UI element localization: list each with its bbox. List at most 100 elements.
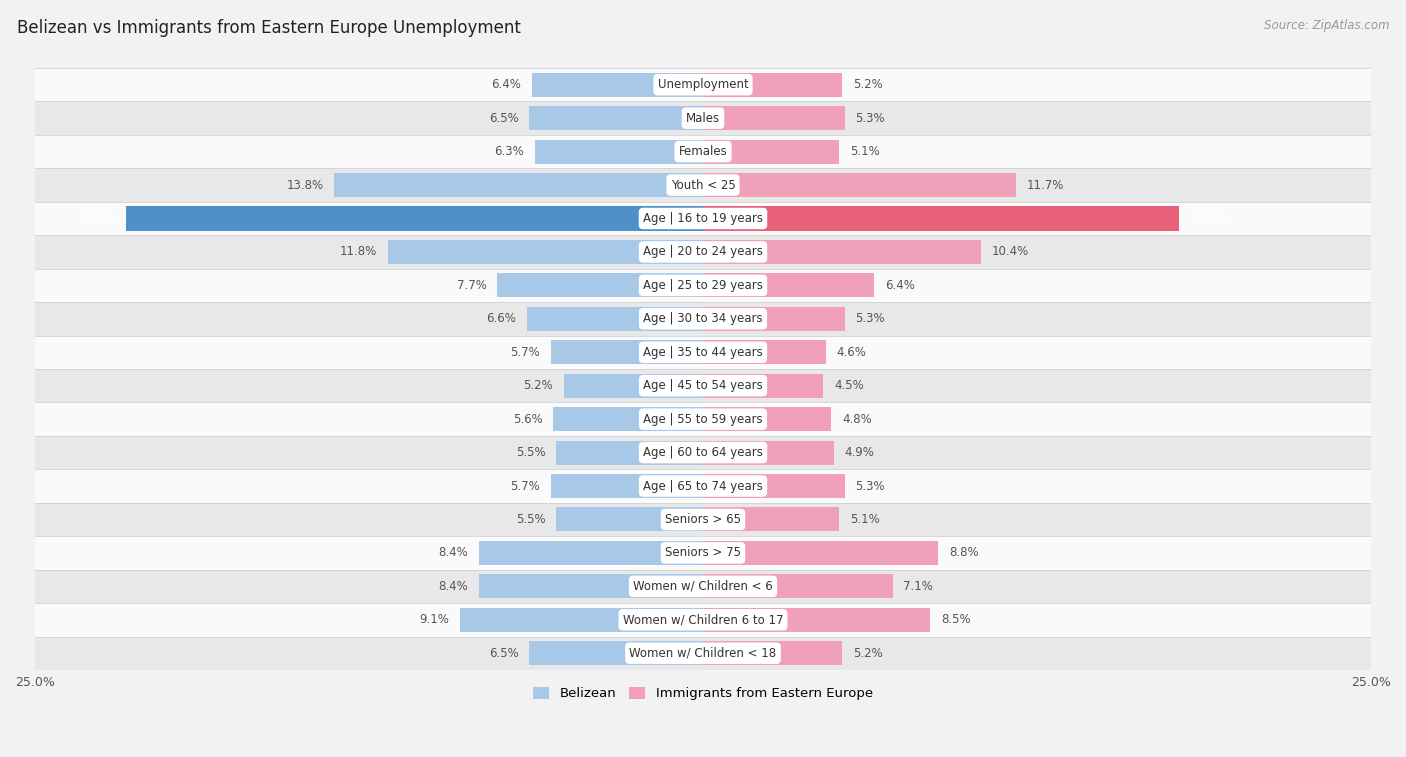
Text: 21.6%: 21.6% — [77, 212, 115, 225]
Bar — [703, 441, 834, 465]
Bar — [35, 436, 1371, 469]
Text: 5.5%: 5.5% — [516, 446, 546, 459]
Text: 11.7%: 11.7% — [1026, 179, 1064, 192]
Bar — [529, 106, 703, 130]
Text: 8.4%: 8.4% — [439, 580, 468, 593]
Text: 5.6%: 5.6% — [513, 413, 543, 425]
Bar — [703, 374, 824, 397]
Text: Males: Males — [686, 111, 720, 125]
Text: 6.4%: 6.4% — [884, 279, 914, 292]
Text: 6.4%: 6.4% — [492, 78, 522, 91]
Text: 17.8%: 17.8% — [1189, 212, 1226, 225]
Text: 5.7%: 5.7% — [510, 479, 540, 493]
Bar — [35, 569, 1371, 603]
Bar — [35, 68, 1371, 101]
Bar — [35, 369, 1371, 403]
Text: 4.8%: 4.8% — [842, 413, 872, 425]
Text: 5.1%: 5.1% — [851, 513, 880, 526]
Text: Age | 35 to 44 years: Age | 35 to 44 years — [643, 346, 763, 359]
Text: Belizean vs Immigrants from Eastern Europe Unemployment: Belizean vs Immigrants from Eastern Euro… — [17, 19, 520, 37]
Bar — [703, 139, 839, 164]
Bar — [703, 307, 845, 331]
Text: 6.6%: 6.6% — [486, 313, 516, 326]
Text: 6.3%: 6.3% — [495, 145, 524, 158]
Text: Seniors > 65: Seniors > 65 — [665, 513, 741, 526]
Bar — [35, 637, 1371, 670]
Bar — [35, 302, 1371, 335]
Bar — [35, 168, 1371, 202]
Bar — [703, 240, 981, 264]
Bar — [388, 240, 703, 264]
Bar — [703, 207, 1178, 231]
Bar — [703, 173, 1015, 197]
Text: 5.2%: 5.2% — [852, 78, 883, 91]
Text: Age | 45 to 54 years: Age | 45 to 54 years — [643, 379, 763, 392]
Bar — [35, 335, 1371, 369]
Text: 5.3%: 5.3% — [855, 313, 884, 326]
Bar — [478, 575, 703, 598]
Bar — [703, 407, 831, 431]
Bar — [534, 139, 703, 164]
Text: Age | 20 to 24 years: Age | 20 to 24 years — [643, 245, 763, 258]
Bar — [35, 503, 1371, 536]
Bar — [703, 575, 893, 598]
Text: Seniors > 75: Seniors > 75 — [665, 547, 741, 559]
Bar — [35, 603, 1371, 637]
Text: 5.2%: 5.2% — [523, 379, 554, 392]
Bar — [703, 106, 845, 130]
Bar — [551, 340, 703, 364]
Text: Age | 25 to 29 years: Age | 25 to 29 years — [643, 279, 763, 292]
Text: Women w/ Children 6 to 17: Women w/ Children 6 to 17 — [623, 613, 783, 626]
Bar — [703, 273, 875, 298]
Text: 8.4%: 8.4% — [439, 547, 468, 559]
Text: 5.3%: 5.3% — [855, 479, 884, 493]
Text: 9.1%: 9.1% — [419, 613, 449, 626]
Bar — [554, 407, 703, 431]
Bar — [531, 73, 703, 97]
Bar — [529, 641, 703, 665]
Text: Age | 60 to 64 years: Age | 60 to 64 years — [643, 446, 763, 459]
Text: Age | 16 to 19 years: Age | 16 to 19 years — [643, 212, 763, 225]
Bar — [555, 441, 703, 465]
Text: Source: ZipAtlas.com: Source: ZipAtlas.com — [1264, 19, 1389, 32]
Bar — [35, 202, 1371, 235]
Text: Women w/ Children < 6: Women w/ Children < 6 — [633, 580, 773, 593]
Bar — [460, 608, 703, 632]
Text: 6.5%: 6.5% — [489, 111, 519, 125]
Bar — [35, 536, 1371, 569]
Text: 13.8%: 13.8% — [287, 179, 323, 192]
Text: 5.3%: 5.3% — [855, 111, 884, 125]
Bar — [35, 235, 1371, 269]
Text: 7.1%: 7.1% — [904, 580, 934, 593]
Bar — [498, 273, 703, 298]
Text: Youth < 25: Youth < 25 — [671, 179, 735, 192]
Bar — [703, 340, 825, 364]
Bar — [35, 101, 1371, 135]
Text: 7.7%: 7.7% — [457, 279, 486, 292]
Bar — [35, 135, 1371, 168]
Text: 6.5%: 6.5% — [489, 646, 519, 659]
Text: 5.5%: 5.5% — [516, 513, 546, 526]
Bar — [35, 469, 1371, 503]
Text: Females: Females — [679, 145, 727, 158]
Text: 5.7%: 5.7% — [510, 346, 540, 359]
Text: 5.1%: 5.1% — [851, 145, 880, 158]
Text: Age | 30 to 34 years: Age | 30 to 34 years — [643, 313, 763, 326]
Text: Age | 55 to 59 years: Age | 55 to 59 years — [643, 413, 763, 425]
Bar — [703, 608, 931, 632]
Bar — [703, 474, 845, 498]
Bar — [125, 207, 703, 231]
Bar — [703, 507, 839, 531]
Text: 5.2%: 5.2% — [852, 646, 883, 659]
Bar — [703, 73, 842, 97]
Bar — [478, 540, 703, 565]
Legend: Belizean, Immigrants from Eastern Europe: Belizean, Immigrants from Eastern Europe — [527, 681, 879, 706]
Text: 4.5%: 4.5% — [834, 379, 863, 392]
Text: Unemployment: Unemployment — [658, 78, 748, 91]
Bar — [703, 641, 842, 665]
Bar — [335, 173, 703, 197]
Bar — [35, 403, 1371, 436]
Text: 8.5%: 8.5% — [941, 613, 970, 626]
Bar — [35, 269, 1371, 302]
Text: 11.8%: 11.8% — [340, 245, 377, 258]
